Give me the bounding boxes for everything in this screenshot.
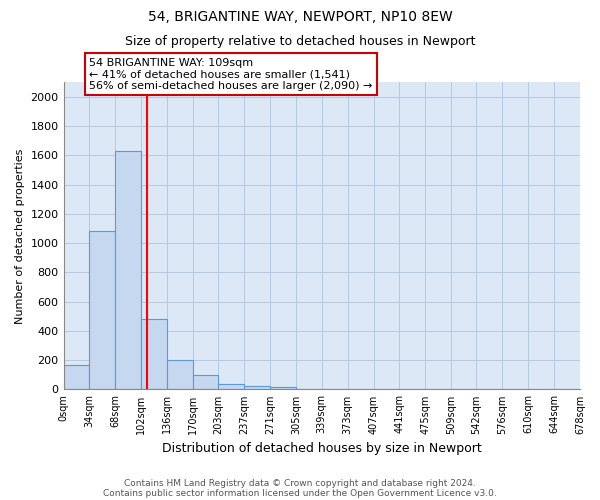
- Bar: [89, 232, 115, 390]
- Text: Size of property relative to detached houses in Newport: Size of property relative to detached ho…: [125, 35, 475, 48]
- X-axis label: Distribution of detached houses by size in Newport: Distribution of detached houses by size …: [162, 442, 482, 455]
- Bar: [244, 386, 270, 390]
- Text: 54 BRIGANTINE WAY: 109sqm
← 41% of detached houses are smaller (1,541)
56% of se: 54 BRIGANTINE WAY: 109sqm ← 41% of detac…: [89, 58, 373, 91]
- Bar: [141, 319, 167, 390]
- Bar: [64, 364, 89, 390]
- Text: Contains HM Land Registry data © Crown copyright and database right 2024.: Contains HM Land Registry data © Crown c…: [124, 478, 476, 488]
- Text: Contains public sector information licensed under the Open Government Licence v3: Contains public sector information licen…: [103, 488, 497, 498]
- Text: 54, BRIGANTINE WAY, NEWPORT, NP10 8EW: 54, BRIGANTINE WAY, NEWPORT, NP10 8EW: [148, 10, 452, 24]
- Bar: [270, 387, 296, 390]
- Bar: [218, 384, 244, 390]
- Y-axis label: Number of detached properties: Number of detached properties: [15, 148, 25, 324]
- Bar: [193, 375, 218, 390]
- Bar: [167, 360, 193, 390]
- Bar: [115, 151, 141, 390]
